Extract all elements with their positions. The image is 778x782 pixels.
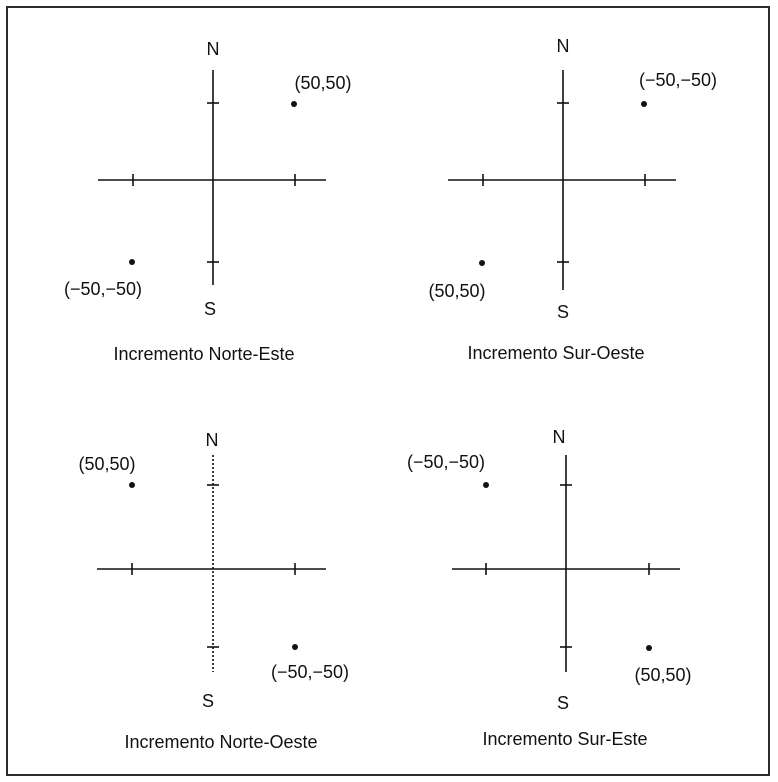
panel-norte-oeste: N S (50,50) (−50,−50) Incremento Norte-O… [78,430,349,752]
panel-sur-este: N S (−50,−50) (50,50) Incremento Sur-Est… [407,427,692,749]
diagram-frame [6,6,770,776]
point-label: (50,50) [294,73,351,93]
point-label: (−50,−50) [639,70,717,90]
panel-caption: Incremento Norte-Este [113,344,294,364]
north-label: N [207,39,220,59]
point-marker [483,482,489,488]
point-marker [291,101,297,107]
north-label: N [553,427,566,447]
panel-norte-este: N S (50,50) (−50,−50) Incremento Norte-E… [64,39,352,364]
south-label: S [204,299,216,319]
north-label: N [206,430,219,450]
point-label: (50,50) [634,665,691,685]
south-label: S [557,302,569,322]
point-marker [129,482,135,488]
panel-caption: Incremento Norte-Oeste [124,732,317,752]
panel-caption: Incremento Sur-Oeste [467,343,644,363]
point-label: (50,50) [78,454,135,474]
north-label: N [557,36,570,56]
panel-sur-oeste: N S (−50,−50) (50,50) Incremento Sur-Oes… [428,36,717,363]
point-label: (−50,−50) [271,662,349,682]
point-marker [292,644,298,650]
panel-caption: Incremento Sur-Este [482,729,647,749]
south-label: S [202,691,214,711]
point-marker [646,645,652,651]
south-label: S [557,693,569,713]
point-marker [641,101,647,107]
point-label: (−50,−50) [64,279,142,299]
point-marker [479,260,485,266]
point-label: (50,50) [428,281,485,301]
point-marker [129,259,135,265]
point-label: (−50,−50) [407,452,485,472]
